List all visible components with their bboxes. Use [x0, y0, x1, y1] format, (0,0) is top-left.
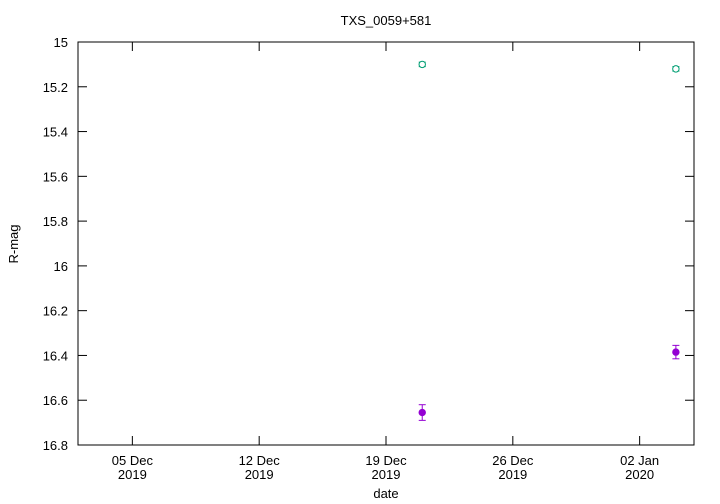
x-tick-label: 12 Dec 2019: [239, 453, 281, 482]
point: [418, 60, 426, 69]
x-tick-label: 26 Dec 2019: [492, 453, 534, 482]
y-tick-label: 15.4: [43, 125, 68, 140]
point: [672, 348, 680, 356]
point: [672, 65, 680, 73]
x-axis-label: date: [373, 486, 398, 501]
y-tick-label: 16.6: [43, 393, 68, 408]
x-tick-label: 19 Dec 2019: [365, 453, 407, 482]
y-tick-label: 16: [54, 259, 68, 274]
y-axis-label: R-mag: [6, 224, 21, 263]
y-tick-label: 15.8: [43, 214, 68, 229]
point: [418, 408, 426, 417]
x-tick-label: 05 Dec 2019: [112, 453, 154, 482]
x-tick-label: 02 Jan 2020: [620, 453, 659, 482]
y-tick-label: 15.2: [43, 80, 68, 95]
y-tick-label: 16.4: [43, 348, 68, 363]
chart-title: TXS_0059+581: [341, 13, 432, 28]
y-tick-label: 16.8: [43, 438, 68, 453]
y-tick-label: 15: [54, 35, 68, 50]
y-tick-label: 16.2: [43, 304, 68, 319]
y-tick-label: 15.6: [43, 169, 68, 184]
